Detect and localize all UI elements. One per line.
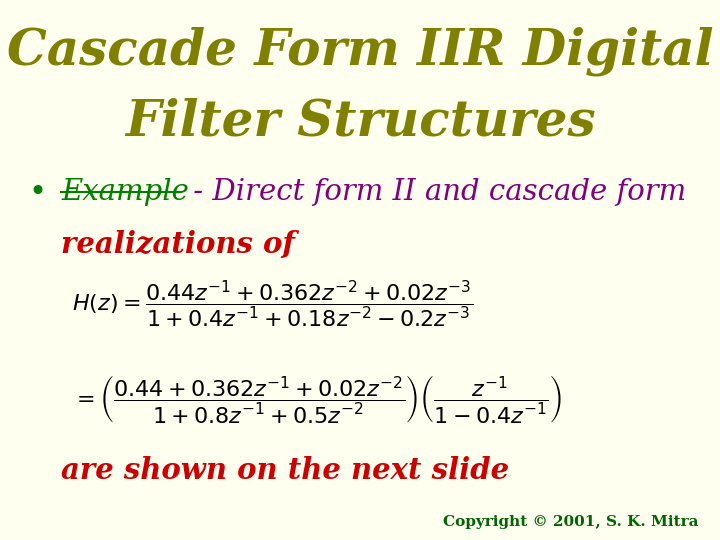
Text: Filter Structures: Filter Structures xyxy=(125,97,595,146)
Text: Copyright © 2001, S. K. Mitra: Copyright © 2001, S. K. Mitra xyxy=(443,515,698,529)
Text: •: • xyxy=(29,178,47,207)
Text: Cascade Form IIR Digital: Cascade Form IIR Digital xyxy=(6,27,714,77)
Text: - Direct form II and cascade form: - Direct form II and cascade form xyxy=(184,178,686,206)
Text: Example: Example xyxy=(61,178,189,206)
Text: $= \left(\dfrac{0.44+0.362z^{-1}+0.02z^{-2}}{1+0.8z^{-1}+0.5z^{-2}}\right)\left(: $= \left(\dfrac{0.44+0.362z^{-1}+0.02z^{… xyxy=(72,373,562,424)
Text: are shown on the next slide: are shown on the next slide xyxy=(61,456,509,485)
Text: realizations of: realizations of xyxy=(61,230,295,259)
Text: $H(z) = \dfrac{0.44z^{-1}+0.362z^{-2}+0.02z^{-3}}{1+0.4z^{-1}+0.18z^{-2}-0.2z^{-: $H(z) = \dfrac{0.44z^{-1}+0.362z^{-2}+0.… xyxy=(72,278,473,330)
